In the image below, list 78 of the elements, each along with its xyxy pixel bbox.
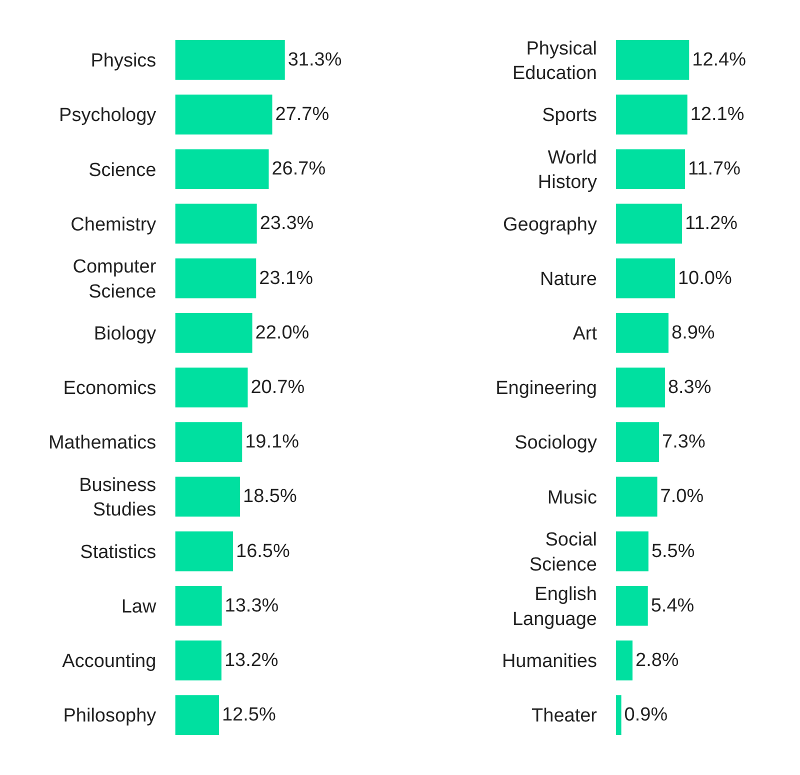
y-tick-label: Business Studies — [79, 474, 156, 521]
bar — [175, 204, 257, 244]
data-label: 8.9% — [672, 322, 715, 344]
bar — [616, 586, 648, 626]
y-tick-label: Engineering — [496, 378, 597, 400]
bar — [175, 149, 269, 190]
y-tick-label: Science — [88, 160, 156, 181]
y-tick-label: World History — [538, 147, 598, 194]
data-label: 7.3% — [662, 432, 706, 453]
data-label: 22.0% — [255, 322, 310, 344]
bar — [616, 476, 658, 517]
y-tick-label: Law — [121, 596, 156, 618]
bar — [175, 422, 242, 462]
bar — [175, 40, 285, 80]
y-tick-label: Art — [572, 324, 598, 345]
bar — [175, 368, 248, 408]
bar — [175, 695, 219, 735]
y-tick-label: Physical Education — [512, 38, 597, 84]
y-tick-label: Computer Science — [72, 256, 157, 302]
bar — [175, 586, 222, 626]
y-tick-label: Music — [547, 487, 597, 508]
bar — [616, 422, 660, 462]
data-label: 0.9% — [624, 704, 668, 726]
bar — [175, 476, 240, 517]
data-label: 16.5% — [236, 540, 290, 562]
bar — [616, 258, 675, 298]
data-label: 18.5% — [243, 486, 297, 508]
data-label: 11.7% — [688, 158, 741, 180]
y-tick-label: Physics — [90, 50, 156, 72]
y-tick-label: Accounting — [62, 651, 156, 672]
data-label: 5.4% — [650, 595, 694, 616]
bar — [175, 258, 256, 298]
bar — [616, 149, 686, 190]
y-tick-label: Psychology — [59, 105, 157, 126]
data-label: 23.3% — [260, 213, 314, 234]
y-tick-label: Social Science — [529, 530, 597, 576]
bar — [616, 204, 682, 244]
bar — [616, 368, 665, 408]
data-label: 8.3% — [668, 377, 712, 398]
data-label: 2.8% — [636, 650, 679, 671]
y-tick-label: Chemistry — [70, 214, 157, 236]
data-label: 31.3% — [288, 49, 342, 70]
data-label: 7.0% — [660, 486, 704, 508]
data-label: 12.1% — [690, 104, 744, 126]
bar — [616, 640, 633, 680]
bar — [616, 531, 648, 572]
y-tick-label: Economics — [63, 378, 156, 400]
y-tick-label: Statistics — [80, 542, 156, 563]
bar — [175, 531, 234, 572]
y-tick-label: English Language — [512, 584, 597, 630]
bar — [616, 40, 690, 80]
bar — [616, 695, 622, 735]
y-tick-label: Nature — [540, 268, 597, 290]
data-label: 19.1% — [245, 432, 300, 453]
y-tick-label: Biology — [94, 324, 157, 345]
data-label: 23.1% — [259, 268, 314, 289]
data-label: 5.5% — [651, 540, 695, 562]
y-tick-label: Sports — [542, 105, 597, 126]
data-label: 27.7% — [275, 104, 330, 126]
data-label: 12.4% — [692, 49, 746, 70]
data-label: 13.2% — [224, 650, 278, 671]
y-tick-label: Theater — [532, 706, 598, 727]
y-tick-label: Geography — [502, 214, 598, 236]
bar — [175, 312, 252, 353]
data-label: 12.5% — [222, 704, 276, 726]
bar — [616, 94, 688, 134]
data-label: 13.3% — [224, 595, 279, 616]
data-label: 26.7% — [272, 158, 326, 180]
data-label: 20.7% — [250, 377, 305, 398]
y-tick-label: Mathematics — [48, 432, 156, 454]
bar — [175, 640, 222, 680]
y-tick-label: Humanities — [502, 651, 597, 672]
y-tick-label: Sociology — [514, 432, 598, 454]
bar — [175, 94, 272, 134]
y-tick-label: Philosophy — [63, 706, 157, 727]
data-label: 11.2% — [685, 213, 738, 234]
bar — [616, 312, 668, 353]
data-label: 10.0% — [678, 268, 732, 289]
